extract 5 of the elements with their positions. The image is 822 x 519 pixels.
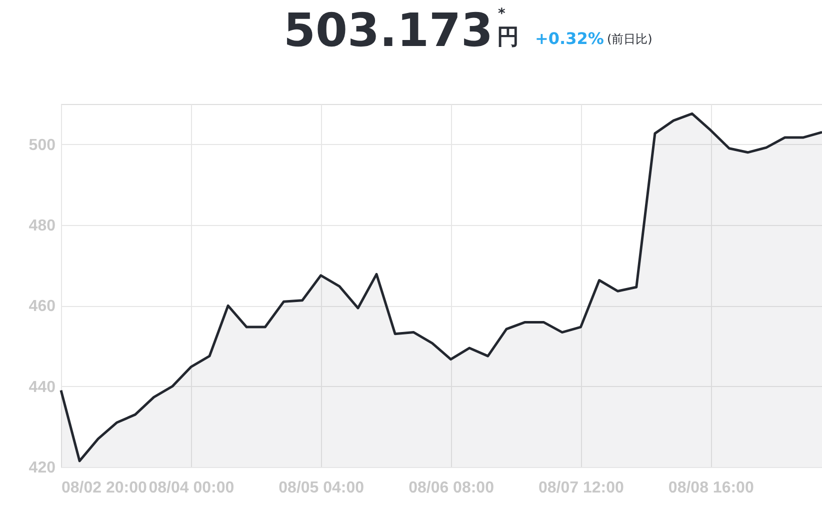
text: * [498, 6, 506, 22]
text: (前日比) [607, 32, 652, 46]
text: +0.32% [535, 29, 604, 48]
text: 円 [497, 25, 519, 50]
chart-title: 503.173 [283, 3, 493, 57]
